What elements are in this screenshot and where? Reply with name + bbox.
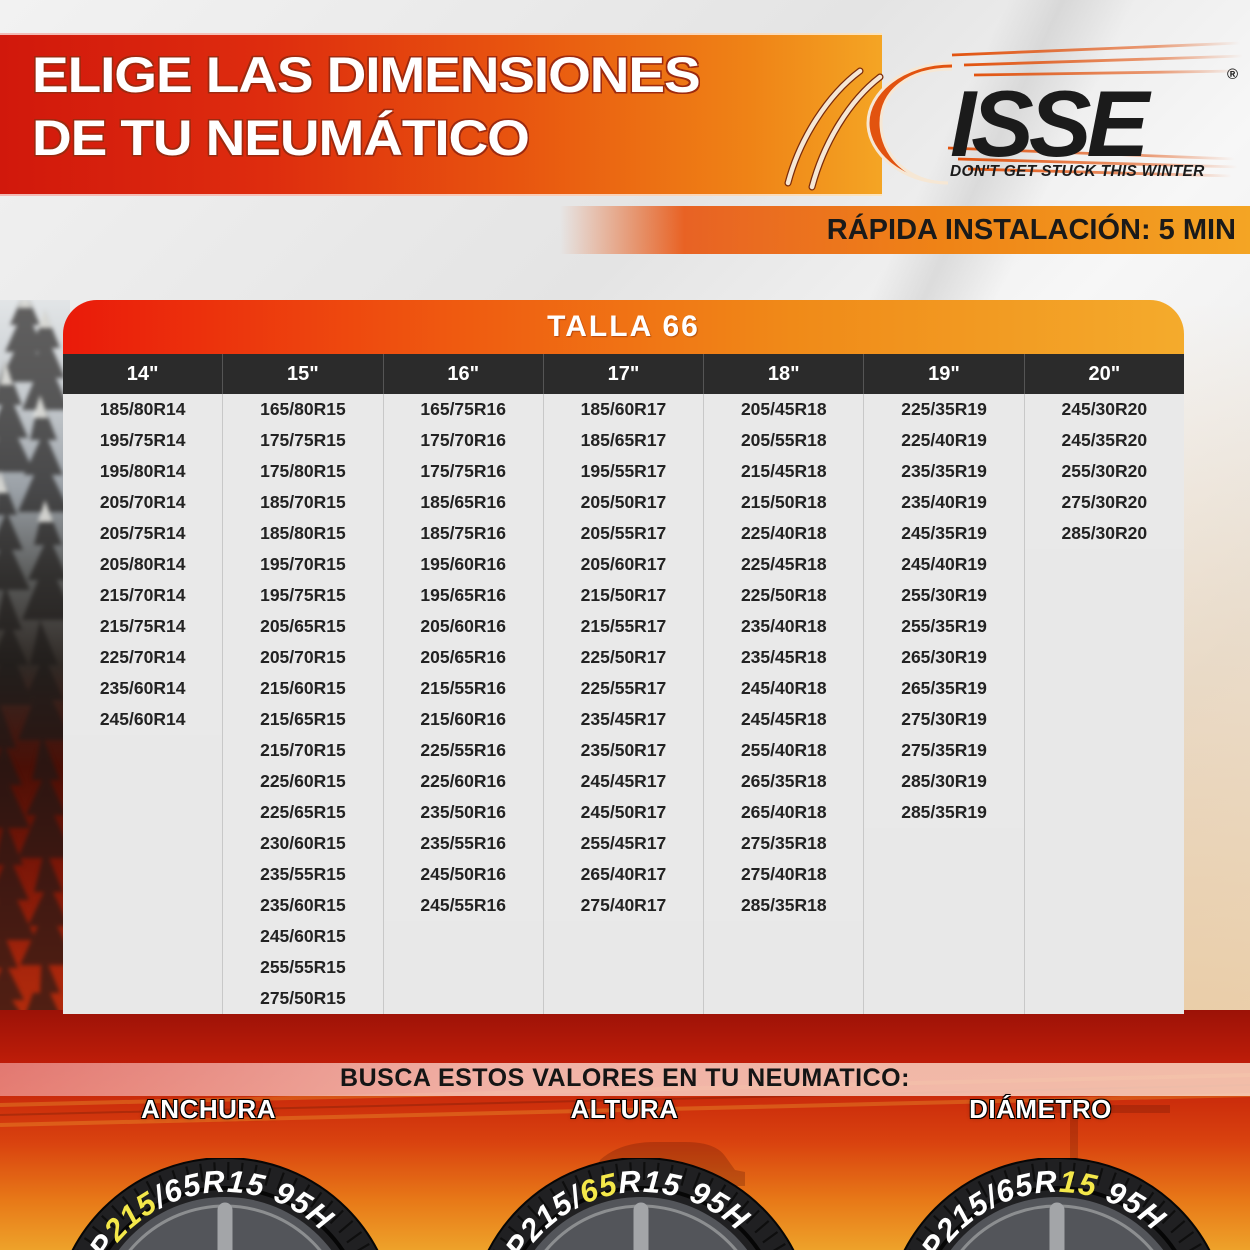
svg-text:DON'T GET STUCK THIS WINTER: DON'T GET STUCK THIS WINTER xyxy=(950,163,1205,180)
svg-text:ISSE: ISSE xyxy=(950,71,1153,176)
svg-text:®: ® xyxy=(1227,66,1238,83)
